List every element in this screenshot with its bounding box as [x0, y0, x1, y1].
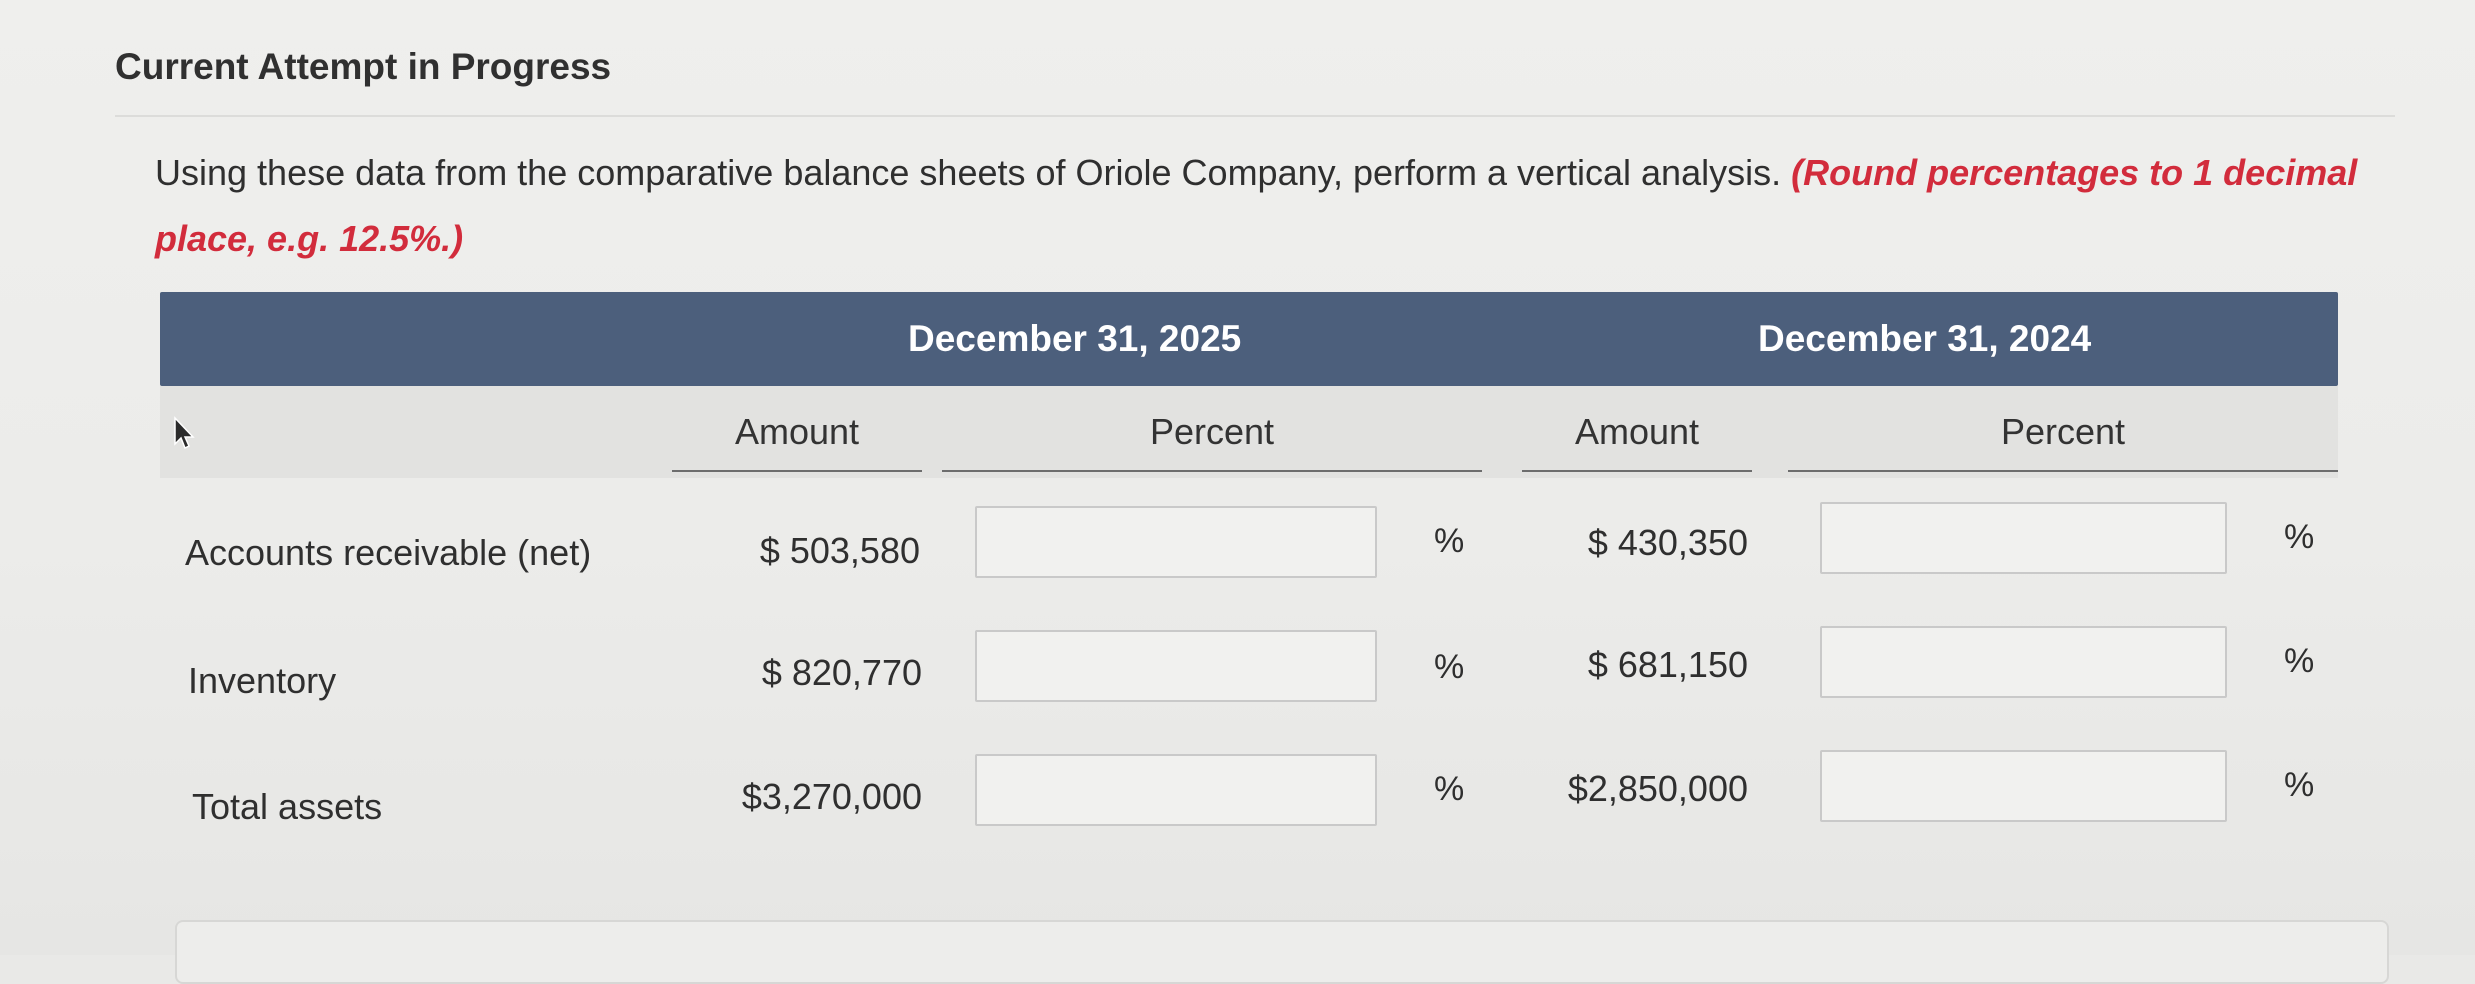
percent-sign: % — [1434, 770, 1465, 808]
percent-2024-underline — [1788, 470, 2338, 472]
row-label-inventory: Inventory — [188, 660, 337, 701]
percent-2025-header: Percent — [1149, 411, 1275, 452]
percent-2025-accounts-receivable-input[interactable] — [975, 506, 1377, 578]
amount-2025-inventory: $ 820,770 — [761, 652, 922, 693]
percent-2024-header: Percent — [2000, 411, 2126, 452]
cursor-arrow-icon — [174, 416, 195, 450]
percent-2024-inventory-input[interactable] — [1820, 626, 2227, 698]
percent-2025-underline — [942, 470, 1482, 472]
amount-2025-accounts-receivable: $ 503,580 — [759, 530, 920, 571]
next-panel-edge — [175, 920, 2389, 984]
percent-sign: % — [1434, 522, 1465, 560]
amount-2024-accounts-receivable: $ 430,350 — [1587, 522, 1748, 563]
amount-2024-underline — [1522, 470, 1752, 472]
vertical-analysis-table: December 31, 2025 December 31, 2024 Amou… — [160, 292, 2338, 902]
period-2025-header: December 31, 2025 — [908, 318, 1242, 359]
percent-sign: % — [2284, 518, 2315, 556]
percent-2024-accounts-receivable-input[interactable] — [1820, 502, 2227, 574]
section-title: Current Attempt in Progress — [115, 46, 612, 87]
amount-2025-total-assets: $3,270,000 — [741, 776, 922, 817]
title-divider — [115, 115, 2395, 117]
percent-2025-inventory-input[interactable] — [975, 630, 1377, 702]
amount-2024-total-assets: $2,850,000 — [1567, 768, 1748, 809]
period-2024-header: December 31, 2024 — [1758, 318, 2092, 359]
row-label-accounts-receivable: Accounts receivable (net) — [185, 532, 592, 573]
percent-2024-total-assets-input[interactable] — [1820, 750, 2227, 822]
row-label-total-assets: Total assets — [192, 786, 383, 827]
prompt-text: Using these data from the comparative ba… — [155, 152, 1782, 193]
question-prompt: Using these data from the comparative ba… — [155, 140, 2395, 272]
amount-2025-underline — [672, 470, 922, 472]
column-header-band — [160, 386, 2338, 478]
percent-sign: % — [1434, 648, 1465, 686]
table-header-band: December 31, 2025 December 31, 2024 — [160, 292, 2338, 386]
amount-2024-inventory: $ 681,150 — [1587, 644, 1748, 685]
percent-sign: % — [2284, 642, 2315, 680]
percent-2025-total-assets-input[interactable] — [975, 754, 1377, 826]
amount-2024-header: Amount — [1574, 411, 1700, 452]
rounding-note: (Round percentages to 1 decimal place, e… — [155, 152, 2358, 259]
percent-sign: % — [2284, 766, 2315, 804]
amount-2025-header: Amount — [734, 411, 860, 452]
